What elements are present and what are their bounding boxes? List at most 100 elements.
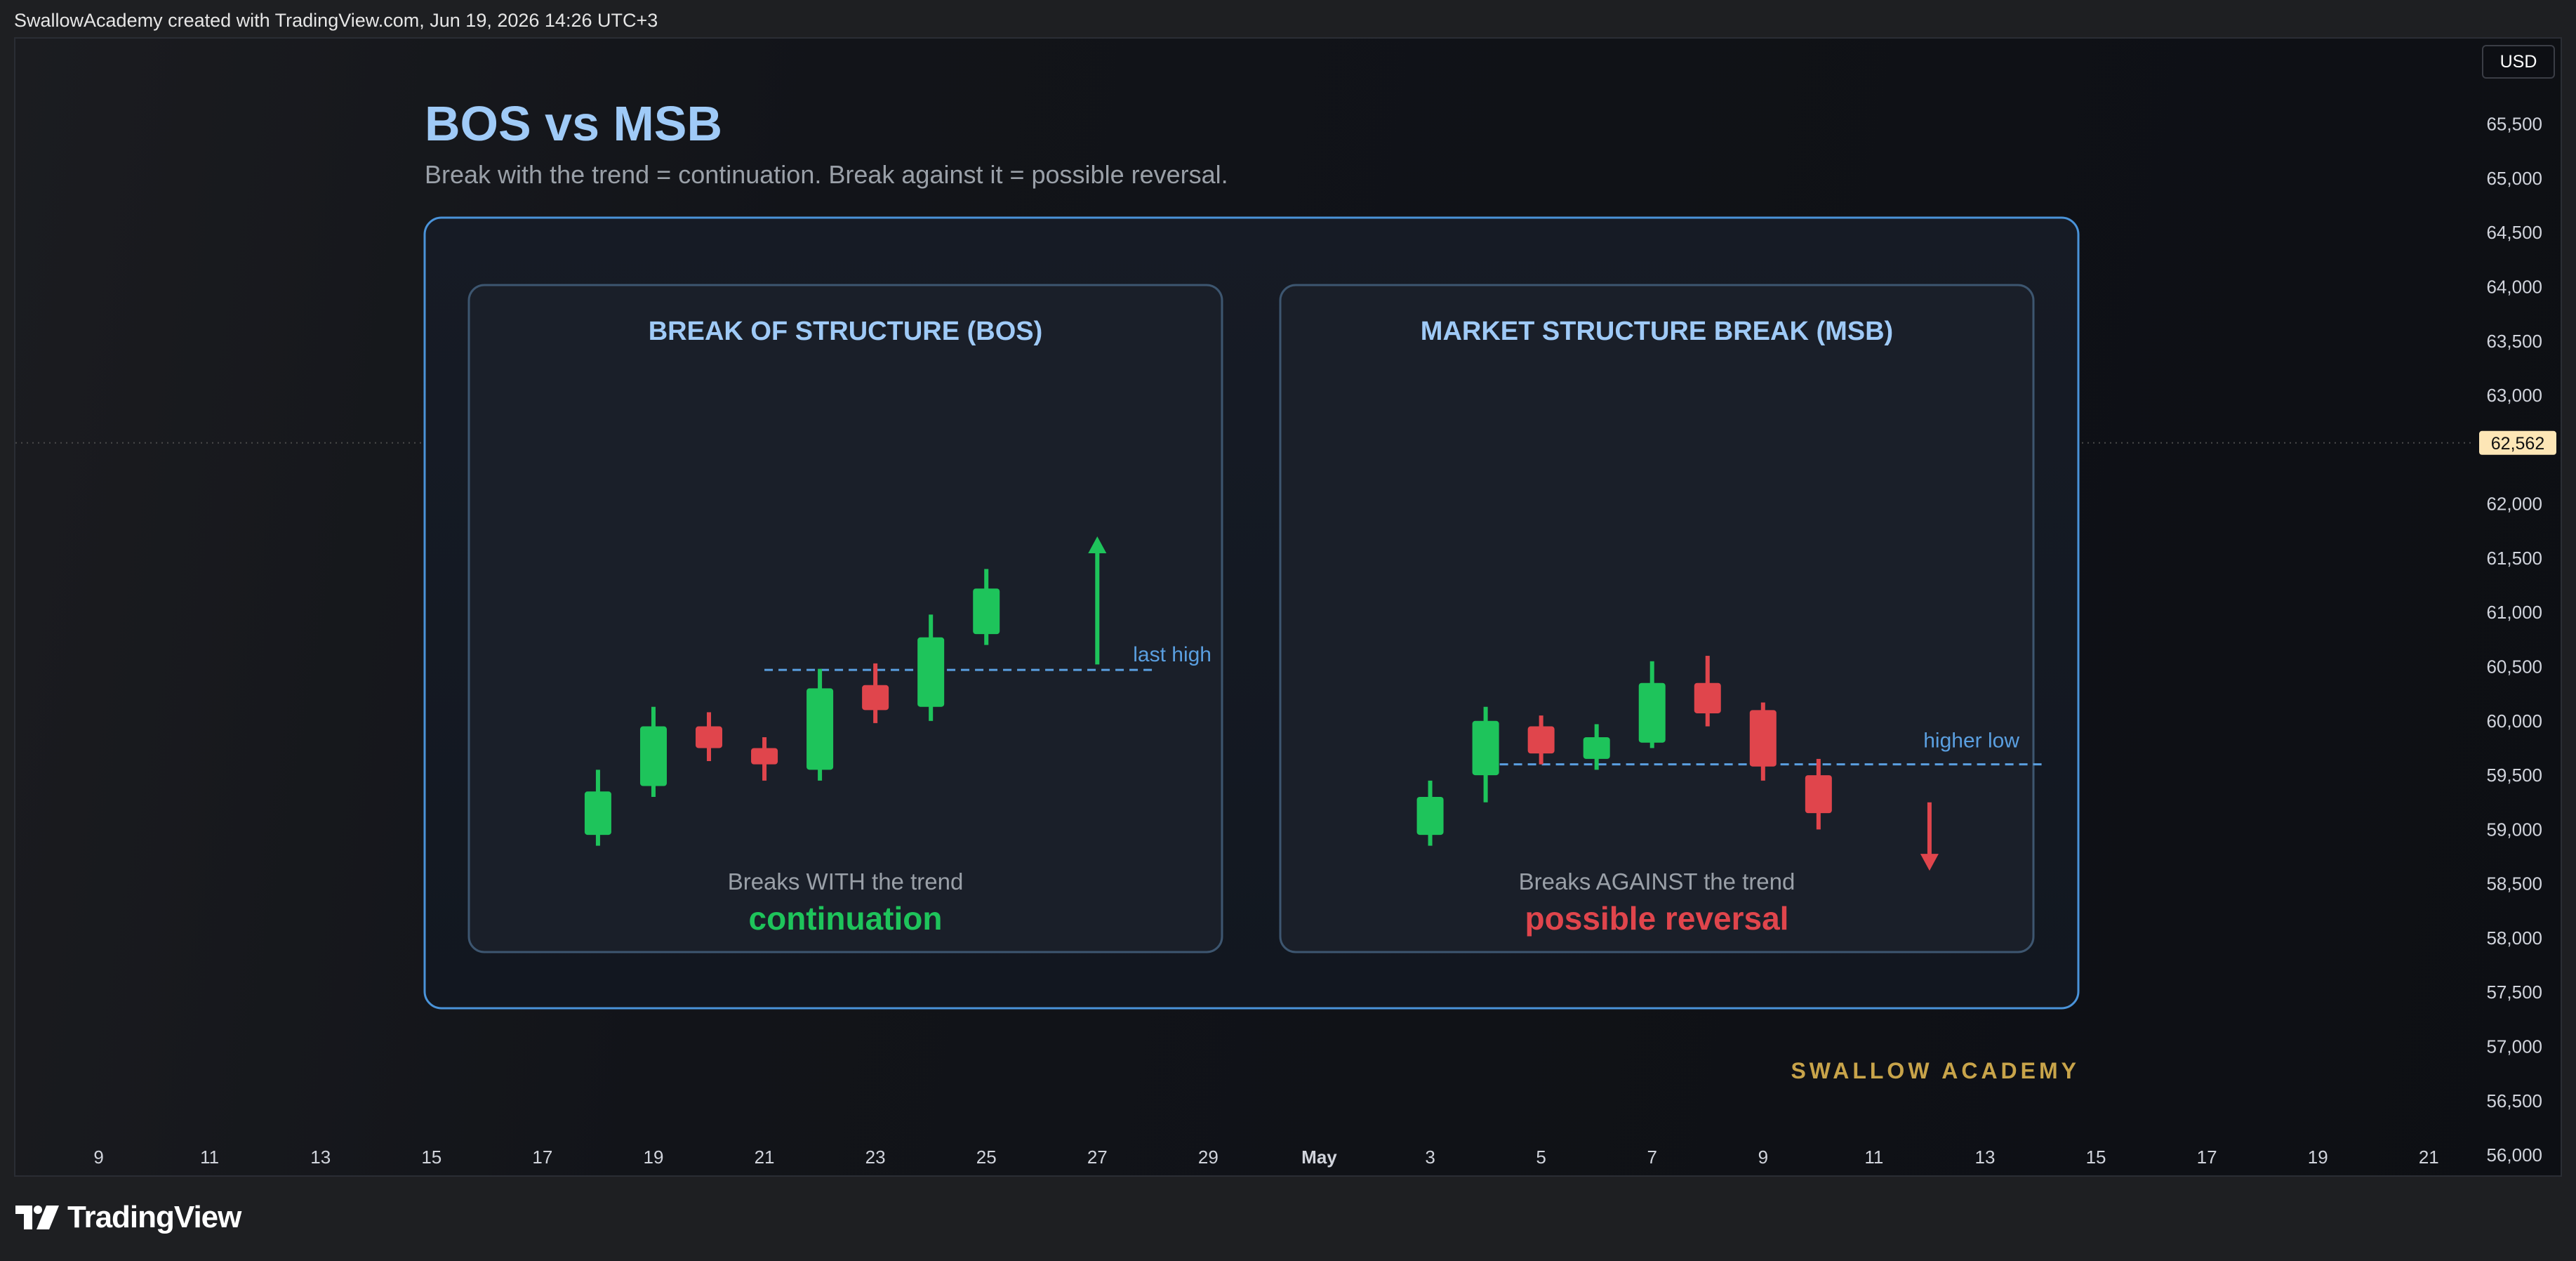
bos-verdict: continuation [749,900,943,937]
x-tick-label: 11 [1864,1147,1883,1168]
x-axis: 9 11 13 15 17 19 21 23 25 27 29 May 3 5 7 9 11 13 15 17 19 21 [93,1147,2438,1168]
msb-panel: MARKET STRUCTURE BREAK (MSB) higher low … [1279,284,2046,953]
x-tick-label: 21 [2419,1147,2439,1168]
candle-body [1472,720,1499,776]
candle-body [1749,710,1777,767]
candle [584,770,611,846]
tradingview-logo[interactable]: TradingView [15,1199,241,1236]
card-subtitle: Break with the trend = continuation. Bre… [425,160,1228,189]
y-tick-label: 64,500 [2486,222,2542,243]
y-tick-label: 60,500 [2486,656,2542,678]
x-tick-label: 17 [532,1147,552,1168]
msb-level-label: higher low [1923,729,2019,753]
y-tick-label: 57,500 [2486,982,2542,1003]
candle [917,614,945,721]
candle [639,706,667,797]
candle-body [1583,737,1610,759]
card-title: BOS vs MSB [425,96,722,151]
msb-caption: Breaks AGAINST the trend [1519,869,1795,894]
y-tick-label: 65,500 [2486,114,2542,135]
currency-button[interactable]: USD [2482,45,2555,79]
x-tick-label: 3 [1425,1147,1435,1168]
tradingview-logo-icon [15,1206,59,1229]
y-tick-label: 59,500 [2486,765,2542,786]
x-tick-label: 13 [310,1147,331,1168]
candle [973,569,1000,645]
x-tick-label: 25 [976,1147,997,1168]
bos-level-label: last high [1133,643,1211,666]
y-tick-label: 61,000 [2486,602,2542,623]
candle [1416,780,1444,846]
attribution-text: SwallowAcademy created with TradingView.… [14,10,658,31]
candle [696,712,723,761]
candle [751,737,778,781]
x-tick-label: 29 [1198,1147,1219,1168]
x-tick-label: 7 [1647,1147,1657,1168]
y-tick-label: 64,000 [2486,277,2542,298]
candle-body [584,791,611,836]
x-tick-label: 15 [421,1147,441,1168]
candle-body [973,588,1000,635]
x-tick-label: 13 [1975,1147,1996,1168]
y-tick-label: 58,000 [2486,927,2542,949]
msb-panel-box [1279,284,2035,953]
bos-panel: BREAK OF STRUCTURE (BOS) last high Break… [467,284,1223,953]
x-tick-label: 15 [2086,1147,2106,1168]
attribution-bar: SwallowAcademy created with TradingView.… [0,0,2576,37]
candle [1583,724,1610,770]
msb-arrow-icon [1920,802,1939,871]
candle [1694,656,1721,727]
candle [1472,706,1499,803]
msb-verdict: possible reversal [1525,900,1789,937]
candle-body [696,726,723,748]
y-tick-label: 59,000 [2486,819,2542,840]
current-price-label: 62,562 [2491,434,2544,454]
y-tick-label: 56,000 [2486,1144,2542,1166]
y-tick-label: 62,000 [2486,494,2542,515]
y-tick-label: 56,500 [2486,1090,2542,1111]
candle-body [1694,682,1721,713]
candle-body [917,637,945,707]
candle-body [751,748,778,765]
y-tick-label: 65,000 [2486,168,2542,189]
x-tick-label: 23 [865,1147,886,1168]
candle-body [1416,797,1444,836]
x-tick-label: 5 [1536,1147,1546,1168]
bos-arrow-icon [1088,536,1107,665]
y-tick-label: 63,000 [2486,385,2542,406]
x-tick-label: 9 [93,1147,103,1168]
candle-body [806,688,834,770]
candle-body [639,726,667,786]
candle [806,668,834,781]
x-tick-label: 11 [200,1147,219,1168]
candle-body [1638,682,1666,743]
current-price-tag: 62,562 [2479,430,2556,455]
bos-panel-title: BREAK OF STRUCTURE (BOS) [649,317,1043,346]
y-tick-label: 61,500 [2486,548,2542,569]
swallow-academy-watermark: SWALLOW ACADEMY [1791,1058,2080,1083]
candle-body [1527,726,1555,754]
footer [0,1177,2576,1261]
y-tick-label: 57,000 [2486,1036,2542,1057]
candle [1638,661,1666,748]
x-tick-label: 17 [2197,1147,2217,1168]
candle-body [1805,775,1832,814]
candle [1527,715,1555,765]
bos-panel-box [467,284,1223,953]
candle [1805,758,1832,830]
candle [1749,702,1777,781]
x-tick-label: 27 [1087,1147,1108,1168]
x-tick-label: 9 [1758,1147,1768,1168]
candle-body [862,685,889,711]
y-tick-label: 58,500 [2486,873,2542,894]
y-tick-label: 60,000 [2486,711,2542,732]
msb-panel-title: MARKET STRUCTURE BREAK (MSB) [1421,317,1893,346]
bos-caption: Breaks WITH the trend [728,869,964,894]
candle [862,663,889,723]
x-tick-label: 21 [755,1147,775,1168]
y-tick-label: 63,500 [2486,331,2542,352]
x-tick-label: 19 [2308,1147,2328,1168]
x-tick-label: May [1301,1147,1337,1168]
tradingview-logo-text: TradingView [67,1200,241,1234]
